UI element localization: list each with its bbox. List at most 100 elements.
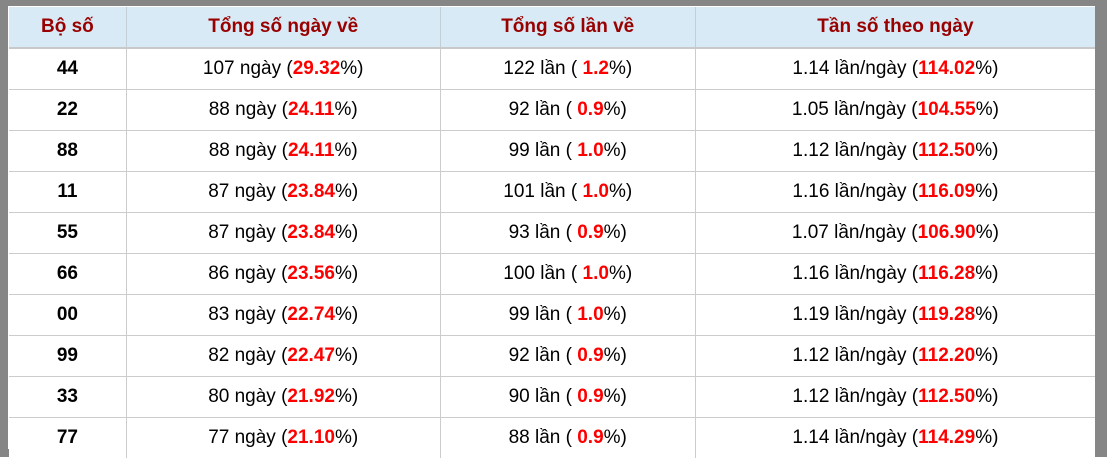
cell-text: %) — [604, 222, 627, 243]
percentage-value: 116.28 — [918, 263, 975, 284]
total-days-cell: 87 ngày (23.84%) — [126, 172, 440, 213]
total-days-cell: 80 ngày (21.92%) — [126, 377, 440, 418]
percentage-value: 0.9 — [577, 99, 603, 120]
cell-text: 101 lần ( — [503, 181, 582, 202]
cell-text: 1.12 lần/ngày ( — [792, 345, 918, 366]
cell-text: %) — [335, 222, 358, 243]
pair-number-cell: 00 — [9, 295, 126, 336]
daily-frequency-cell: 1.14 lần/ngày (114.29%) — [695, 418, 1095, 458]
cell-text: 99 lần ( — [509, 140, 578, 161]
cell-text: %) — [604, 99, 627, 120]
cell-text: 1.14 lần/ngày ( — [792, 58, 918, 79]
total-days-cell: 82 ngày (22.47%) — [126, 336, 440, 377]
cell-text: 1.07 lần/ngày ( — [792, 222, 918, 243]
cell-text: %) — [604, 140, 627, 161]
table-header: Bộ số Tổng số ngày về Tổng số lần về Tần… — [9, 7, 1095, 48]
cell-text: %) — [975, 304, 998, 325]
cell-text: 1.19 lần/ngày ( — [792, 304, 918, 325]
cell-text: 1.12 lần/ngày ( — [792, 140, 918, 161]
percentage-value: 23.84 — [287, 222, 335, 243]
percentage-value: 119.28 — [918, 304, 975, 325]
cell-text: 93 lần ( — [509, 222, 578, 243]
percentage-value: 21.10 — [287, 427, 335, 448]
cell-text: 92 lần ( — [509, 345, 578, 366]
total-days-cell: 83 ngày (22.74%) — [126, 295, 440, 336]
cell-text: %) — [609, 263, 632, 284]
daily-frequency-cell: 1.07 lần/ngày (106.90%) — [695, 213, 1095, 254]
cell-text: 107 ngày ( — [203, 58, 293, 79]
pair-number-cell: 11 — [9, 172, 126, 213]
cell-text: %) — [976, 99, 999, 120]
cell-text: 99 lần ( — [509, 304, 578, 325]
total-days-cell: 77 ngày (21.10%) — [126, 418, 440, 458]
pair-number-cell: 33 — [9, 377, 126, 418]
daily-frequency-cell: 1.16 lần/ngày (116.09%) — [695, 172, 1095, 213]
total-times-cell: 122 lần ( 1.2%) — [440, 48, 695, 90]
total-times-cell: 92 lần ( 0.9%) — [440, 90, 695, 131]
percentage-value: 112.50 — [918, 386, 975, 407]
total-times-cell: 100 lần ( 1.0%) — [440, 254, 695, 295]
percentage-value: 24.11 — [288, 99, 335, 120]
daily-frequency-cell: 1.12 lần/ngày (112.50%) — [695, 131, 1095, 172]
cell-text: %) — [975, 58, 998, 79]
percentage-value: 1.0 — [583, 181, 609, 202]
cell-text: 87 ngày ( — [208, 181, 287, 202]
total-days-cell: 88 ngày (24.11%) — [126, 90, 440, 131]
total-days-cell: 88 ngày (24.11%) — [126, 131, 440, 172]
cell-text: 92 lần ( — [509, 99, 578, 120]
total-times-cell: 93 lần ( 0.9%) — [440, 213, 695, 254]
cell-text: 80 ngày ( — [208, 386, 287, 407]
column-header-total-times: Tổng số lần về — [440, 7, 695, 48]
percentage-value: 1.0 — [577, 140, 603, 161]
daily-frequency-cell: 1.12 lần/ngày (112.50%) — [695, 377, 1095, 418]
percentage-value: 1.0 — [577, 304, 603, 325]
percentage-value: 29.32 — [293, 58, 341, 79]
cell-text: %) — [609, 58, 632, 79]
cell-text: %) — [976, 222, 999, 243]
percentage-value: 116.09 — [918, 181, 975, 202]
total-days-cell: 107 ngày (29.32%) — [126, 48, 440, 90]
header-row: Bộ số Tổng số ngày về Tổng số lần về Tần… — [9, 7, 1095, 48]
pair-number-cell: 44 — [9, 48, 126, 90]
percentage-value: 21.92 — [287, 386, 335, 407]
total-times-cell: 90 lần ( 0.9%) — [440, 377, 695, 418]
pair-number-cell: 66 — [9, 254, 126, 295]
daily-frequency-cell: 1.19 lần/ngày (119.28%) — [695, 295, 1095, 336]
total-times-cell: 101 lần ( 1.0%) — [440, 172, 695, 213]
total-times-cell: 88 lần ( 0.9%) — [440, 418, 695, 458]
pair-number-cell: 55 — [9, 213, 126, 254]
cell-text: 82 ngày ( — [208, 345, 287, 366]
cell-text: 1.16 lần/ngày ( — [792, 181, 918, 202]
total-days-cell: 87 ngày (23.84%) — [126, 213, 440, 254]
lottery-stats-table: Bộ số Tổng số ngày về Tổng số lần về Tần… — [9, 7, 1095, 458]
cell-text: %) — [335, 181, 358, 202]
total-days-cell: 86 ngày (23.56%) — [126, 254, 440, 295]
daily-frequency-cell: 1.16 lần/ngày (116.28%) — [695, 254, 1095, 295]
column-header-pair: Bộ số — [9, 7, 126, 48]
cell-text: 1.05 lần/ngày ( — [792, 99, 918, 120]
percentage-value: 0.9 — [577, 386, 603, 407]
daily-frequency-cell: 1.05 lần/ngày (104.55%) — [695, 90, 1095, 131]
percentage-value: 0.9 — [577, 222, 603, 243]
cell-text: 1.16 lần/ngày ( — [792, 263, 918, 284]
percentage-value: 112.50 — [918, 140, 975, 161]
cell-text: %) — [975, 345, 998, 366]
total-times-cell: 99 lần ( 1.0%) — [440, 131, 695, 172]
cell-text: %) — [335, 263, 358, 284]
cell-text: %) — [975, 427, 998, 448]
cell-text: %) — [334, 140, 357, 161]
pair-number-cell: 22 — [9, 90, 126, 131]
percentage-value: 114.29 — [918, 427, 975, 448]
cell-text: %) — [604, 386, 627, 407]
cell-text: %) — [975, 386, 998, 407]
cell-text: %) — [340, 58, 363, 79]
